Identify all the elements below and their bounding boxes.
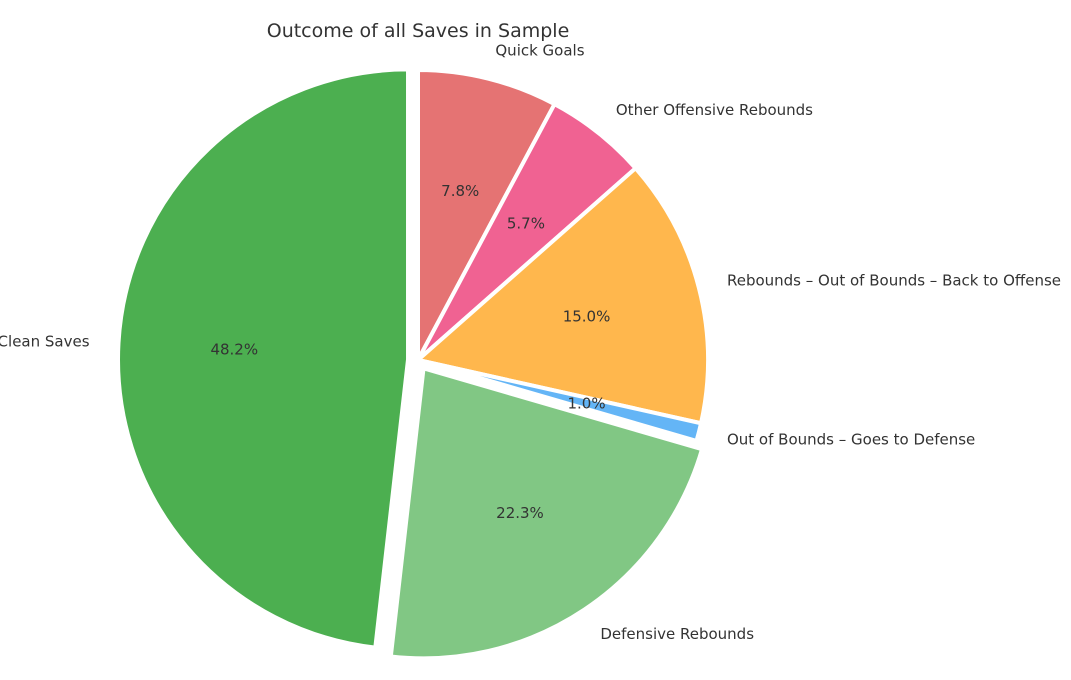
slice-label-out-of-bounds-goes-to-defense: Out of Bounds – Goes to Defense	[727, 430, 975, 448]
pct-label-out-of-bounds-goes-to-defense: 1.0%	[567, 394, 605, 412]
pie-slices	[116, 67, 710, 661]
pct-label-other-offensive-rebounds: 5.7%	[507, 215, 545, 233]
pie-slice-defensive-rebounds	[388, 366, 705, 661]
slice-label-quick-goals: Quick Goals	[495, 42, 584, 60]
pct-label-clean-saves: 48.2%	[210, 341, 258, 359]
chart-title: Outcome of all Saves in Sample	[267, 20, 570, 42]
pie-slice-rebounds-out-of-bounds-back-to-offense	[416, 166, 710, 426]
slice-label-clean-saves: Clean Saves	[0, 332, 90, 350]
slice-percent-labels: 7.8% 5.7% 15.0% 1.0% 22.3% 48.2%	[210, 182, 610, 522]
slice-label-rebounds-out-of-bounds-back-to-offense: Rebounds – Out of Bounds – Back to Offen…	[727, 272, 1061, 290]
pct-label-defensive-rebounds: 22.3%	[496, 504, 544, 522]
pct-label-quick-goals: 7.8%	[441, 182, 479, 200]
pie-slice-out-of-bounds-goes-to-defense	[416, 358, 704, 443]
slice-label-other-offensive-rebounds: Other Offensive Rebounds	[616, 101, 813, 119]
slice-label-defensive-rebounds: Defensive Rebounds	[600, 625, 754, 643]
pct-label-rebounds-out-of-bounds-back-to-offense: 15.0%	[563, 308, 611, 326]
pie-slice-clean-saves	[116, 67, 411, 650]
pie-slice-quick-goals	[416, 68, 557, 362]
slice-labels: Quick Goals Other Offensive Rebounds Rebou…	[0, 42, 1061, 643]
